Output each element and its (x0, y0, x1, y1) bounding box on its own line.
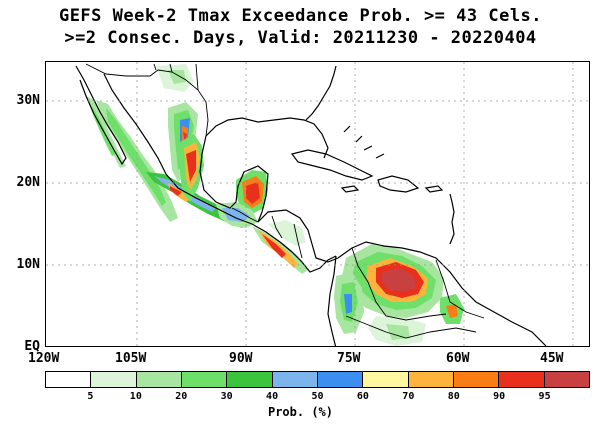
colorbar-swatch (227, 372, 273, 387)
probability-shading (86, 64, 464, 346)
lat-label-20n: 20N (16, 175, 40, 190)
colorbar-swatch (136, 372, 182, 387)
colorbar-swatch (181, 372, 228, 387)
colorbar-tick-label: 40 (266, 391, 279, 402)
colorbar-swatch (46, 372, 92, 387)
colorbar-tick-label: 30 (220, 391, 233, 402)
lon-label-45w: 45W (540, 351, 564, 366)
colorbar-tick-label: 90 (493, 391, 506, 402)
map-title-line-2: >=2 Consec. Days, Valid: 20211230 - 2022… (64, 28, 537, 48)
colorbar-tick-label: 10 (129, 391, 142, 402)
country-borders (85, 63, 485, 339)
colorbar-swatch (363, 372, 409, 387)
coastlines (75, 65, 547, 346)
colorbar (45, 371, 590, 388)
lat-label-eq: EQ (24, 339, 40, 354)
colorbar-swatch (317, 372, 364, 387)
colorbar-tick-label: 20 (175, 391, 188, 402)
colorbar-tick-label: 80 (447, 391, 460, 402)
graticule (46, 62, 589, 346)
probability-map (45, 61, 590, 347)
lat-label-10n: 10N (16, 257, 40, 272)
colorbar-swatch (272, 372, 318, 387)
colorbar-tick-label: 95 (538, 391, 551, 402)
lon-label-90w: 90W (229, 351, 253, 366)
lon-label-120w: 120W (28, 351, 60, 366)
colorbar-tick-label: 5 (87, 391, 94, 402)
colorbar-swatch (499, 372, 545, 387)
colorbar-tick-label: 60 (356, 391, 369, 402)
colorbar-units-label: Prob. (%) (267, 405, 334, 419)
lon-label-75w: 75W (337, 351, 361, 366)
colorbar-swatch (408, 372, 454, 387)
lon-label-105w: 105W (115, 351, 147, 366)
map-canvas (46, 62, 589, 346)
colorbar-swatch (453, 372, 500, 387)
colorbar-swatch (91, 372, 137, 387)
colorbar-tick-label: 70 (402, 391, 415, 402)
lat-label-30n: 30N (16, 93, 40, 108)
map-title-line-1: GEFS Week-2 Tmax Exceedance Prob. >= 43 … (58, 6, 543, 26)
colorbar-tick-label: 50 (311, 391, 324, 402)
colorbar-swatch (544, 372, 589, 387)
lon-label-60w: 60W (446, 351, 470, 366)
